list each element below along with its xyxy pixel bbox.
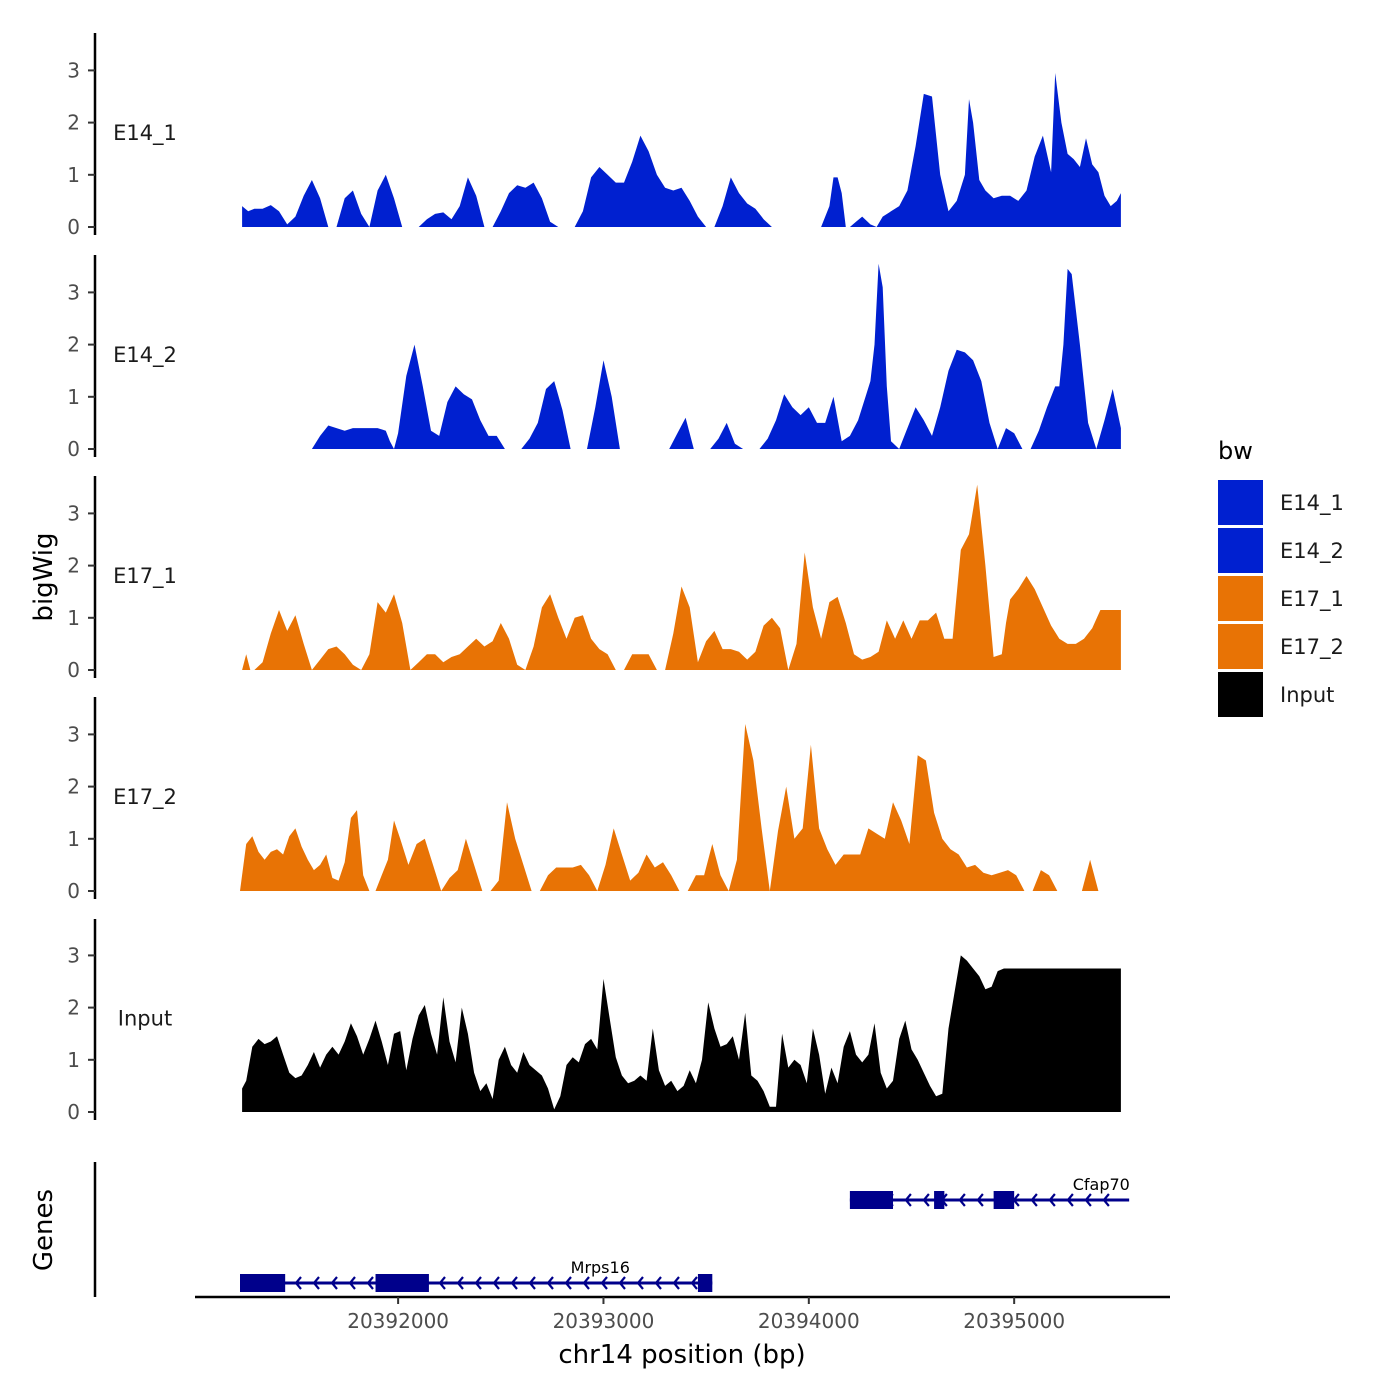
y-tick-label: 1 [67,606,80,630]
strand-arrow [922,1193,930,1207]
strand-arrow [564,1276,572,1290]
strand-arrow [1084,1193,1092,1207]
strand-arrow [976,1193,984,1207]
strand-arrow [312,1276,320,1290]
y-tick-label: 0 [67,437,80,461]
legend-swatch [1218,672,1263,717]
y-tick-label: 2 [67,775,80,799]
gene-exon [375,1274,429,1292]
strand-arrow [654,1276,662,1290]
legend-swatch [1218,528,1263,573]
gene-exon [240,1274,286,1292]
x-tick-label: 20394000 [758,1309,860,1333]
y-tick-label: 1 [67,1048,80,1072]
x-tick-label: 20395000 [963,1309,1065,1333]
y-tick-label: 3 [67,722,80,746]
strand-arrow [1048,1193,1056,1207]
strand-arrow [474,1276,482,1290]
strand-arrow [456,1276,464,1290]
signal-area-E14_1 [242,73,1121,227]
track-E17_1: 0 1 2 3 E17_1 [67,476,1121,682]
track-label: Input [118,1007,172,1031]
strand-arrow [546,1276,554,1290]
strand-arrow [348,1276,356,1290]
strand-arrow [582,1276,590,1290]
strand-arrow [618,1276,626,1290]
y-tick-label: 2 [67,996,80,1020]
track-label: E14_1 [113,121,177,146]
strand-arrow [600,1276,608,1290]
tracks-layer: 0 1 2 3 E14_1 0 1 2 3 E14_2 0 1 2 3 E17_1 0 1 2 3 E17_2 0 1 2 3… [67,33,1123,1124]
y-tick-label: 1 [67,163,80,187]
legend-label: Input [1280,683,1334,707]
x-tick-label: 20393000 [553,1309,655,1333]
legend-label: E17_2 [1280,635,1344,660]
y-tick-label: 3 [67,280,80,304]
legend-title: bw [1218,437,1253,465]
track-label: E14_2 [113,343,177,368]
strand-arrow [294,1276,302,1290]
y-tick-label: 0 [67,879,80,903]
y-tick-label: 3 [67,943,80,967]
track-E17_2: 0 1 2 3 E17_2 [67,697,1123,903]
y-axis-title: bigWig [29,532,59,621]
x-axis-title: chr14 position (bp) [558,1340,805,1370]
strand-arrow [904,1193,912,1207]
strand-arrow [510,1276,518,1290]
strand-arrow [690,1276,698,1290]
track-label: E17_2 [113,785,177,810]
signal-area-E17_2 [240,724,1123,891]
track-E14_1: 0 1 2 3 E14_1 [67,33,1121,239]
strand-arrow [958,1193,966,1207]
gene-exon [934,1191,945,1209]
legend-label: E14_2 [1280,539,1344,564]
track-Input: 0 1 2 3 Input [67,919,1121,1124]
y-tick-label: 3 [67,58,80,82]
y-tick-label: 2 [67,333,80,357]
strand-arrow [636,1276,644,1290]
legend-swatch [1218,480,1263,525]
signal-area-Input [242,955,1121,1112]
y-tick-label: 3 [67,501,80,525]
gene-exon [849,1191,894,1209]
gene-exon [993,1191,1015,1209]
strand-arrow [366,1276,374,1290]
x-axis: 20392000 20393000 20394000 20395000 [195,1295,1170,1333]
x-tick-label: 20392000 [347,1309,449,1333]
y-tick-label: 1 [67,385,80,409]
gene-exon [697,1274,713,1292]
y-tick-label: 2 [67,111,80,135]
legend: bw E14_1 E14_2 E17_1 E17_2 Input [1218,437,1344,717]
gene-Cfap70: Cfap70 [849,1175,1130,1209]
strand-arrow [438,1276,446,1290]
y-tick-label: 0 [67,658,80,682]
gene-label: Cfap70 [1073,1175,1130,1194]
track-E14_2: 0 1 2 3 E14_2 [67,255,1121,461]
strand-arrow [528,1276,536,1290]
gene-label: Mrps16 [571,1258,630,1277]
y-tick-label: 1 [67,827,80,851]
strand-arrow [1030,1193,1038,1207]
track-label: E17_1 [113,564,177,589]
genes-layer: Mrps16 Cfap70 [93,1162,1130,1297]
strand-arrow [672,1276,680,1290]
legend-label: E17_1 [1280,587,1344,612]
strand-arrow [330,1276,338,1290]
y-tick-label: 0 [67,1100,80,1124]
legend-swatch [1218,576,1263,621]
strand-arrow [1102,1193,1110,1207]
signal-area-E14_2 [311,263,1121,449]
legend-swatch [1218,624,1263,669]
strand-arrow [1066,1193,1074,1207]
strand-arrow [492,1276,500,1290]
y-tick-label: 0 [67,215,80,239]
signal-area-E17_1 [242,484,1121,670]
gene-Mrps16: Mrps16 [240,1258,713,1292]
genes-axis-title: Genes [29,1189,59,1271]
y-tick-label: 2 [67,554,80,578]
legend-label: E14_1 [1280,491,1344,516]
